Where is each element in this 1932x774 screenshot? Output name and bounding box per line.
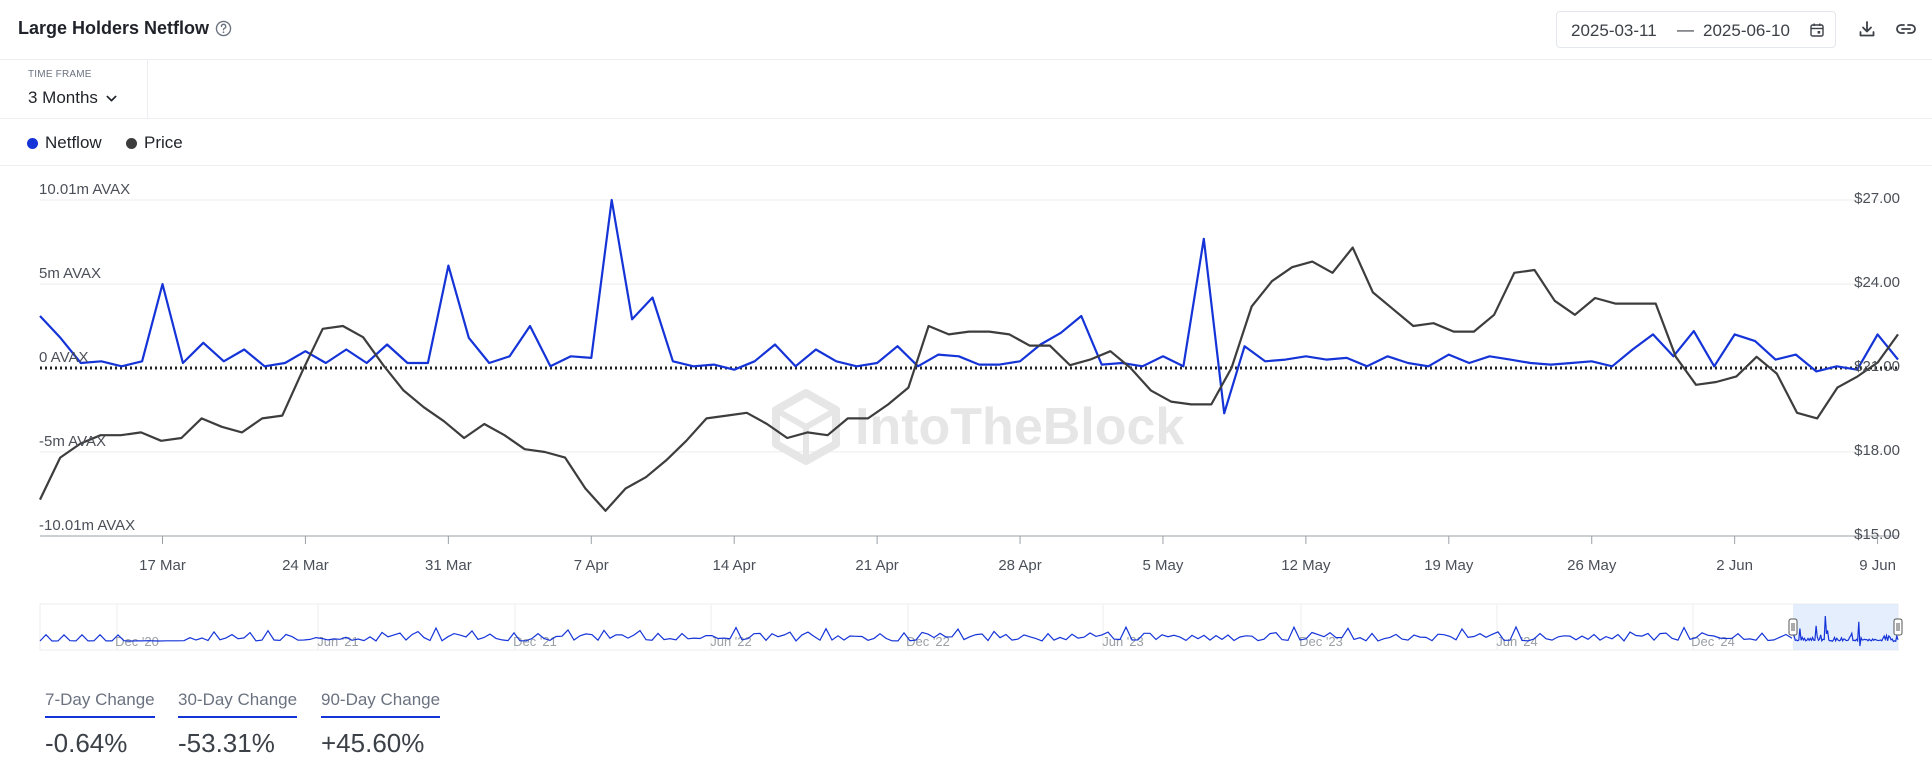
- x-tick-label: 21 Apr: [855, 557, 898, 574]
- navigator-tick-label: Jun '24: [1496, 634, 1538, 649]
- navigator-tick-label: Dec '24: [1691, 634, 1735, 649]
- navigator-tick-label: Dec '20: [115, 634, 159, 649]
- date-range-separator: —: [1677, 20, 1694, 39]
- legend-label-price: Price: [144, 133, 183, 152]
- y-right-tick-label: $21.00: [1854, 358, 1900, 375]
- date-range-end[interactable]: 2025-06-10: [1703, 21, 1790, 40]
- y-left-tick-label: -5m AVAX: [39, 433, 106, 450]
- navigator-tick-label: Dec '22: [906, 634, 950, 649]
- y-right-tick-label: $18.00: [1854, 442, 1900, 459]
- x-tick-label: 26 May: [1567, 557, 1617, 574]
- x-tick-label: 14 Apr: [713, 557, 756, 574]
- navigator-tick-label: Dec '21: [513, 634, 557, 649]
- stat-30-day[interactable]: 30-Day Change -53.31%: [178, 690, 298, 759]
- stat-90-day-value: +45.60%: [321, 728, 425, 758]
- y-right-tick-label: $24.00: [1854, 274, 1900, 291]
- stat-90-day-label[interactable]: 90-Day Change: [321, 690, 441, 718]
- y-left-tick-label: 10.01m AVAX: [39, 181, 130, 198]
- chart-header: Large Holders Netflow 2025-03-11 — 2025-…: [0, 0, 1932, 60]
- time-frame-panel: TIME FRAME 3 Months: [0, 60, 1932, 119]
- navigator-line: [39, 625, 1793, 642]
- stat-7-day-label[interactable]: 7-Day Change: [45, 690, 155, 718]
- navigator-handle-left[interactable]: [1788, 618, 1798, 636]
- y-left-tick-label: -10.01m AVAX: [39, 517, 135, 534]
- stat-7-day-value: -0.64%: [45, 728, 128, 758]
- help-icon[interactable]: [215, 20, 232, 37]
- series-line-netflow[interactable]: [39, 198, 1899, 415]
- netflow-price-chart[interactable]: IntoTheBlock 10.01m AVAX 5m AVAX 0 AVAX -5m…: [0, 170, 1932, 665]
- date-range-start[interactable]: 2025-03-11: [1571, 21, 1657, 40]
- legend-dot-price: [126, 137, 137, 149]
- chart-title: Large Holders Netflow: [18, 18, 210, 38]
- calendar-icon[interactable]: [1809, 22, 1825, 38]
- x-tick-label: 28 Apr: [998, 557, 1041, 574]
- y-right-tick-label: $15.00: [1854, 526, 1900, 543]
- navigator-tick-label: Jun '21: [317, 634, 359, 649]
- x-tick-label: 2 Jun: [1716, 557, 1753, 574]
- x-tick-label: 12 May: [1281, 557, 1331, 574]
- link-icon[interactable]: [1895, 19, 1917, 39]
- navigator-selected-line: [1792, 615, 1899, 647]
- legend-item-netflow[interactable]: Netflow: [27, 133, 102, 153]
- stat-30-day-label[interactable]: 30-Day Change: [178, 690, 298, 718]
- time-frame-selector[interactable]: TIME FRAME 3 Months: [0, 60, 148, 119]
- watermark: IntoTheBlock: [772, 389, 1184, 465]
- x-tick-label: 5 May: [1143, 557, 1184, 574]
- chart-legend: Netflow Price: [0, 120, 1932, 166]
- stat-90-day[interactable]: 90-Day Change +45.60%: [321, 690, 441, 759]
- navigator-selection[interactable]: [1793, 604, 1898, 650]
- navigator-handle-right[interactable]: [1893, 618, 1903, 636]
- watermark-text: IntoTheBlock: [855, 398, 1184, 456]
- watermark-logo: [772, 389, 840, 465]
- y-left-tick-label: 5m AVAX: [39, 265, 101, 282]
- time-frame-value[interactable]: 3 Months: [28, 88, 98, 107]
- stat-7-day[interactable]: 7-Day Change -0.64%: [45, 690, 155, 759]
- y-left-tick-label: 0 AVAX: [39, 349, 88, 366]
- time-frame-label: TIME FRAME: [28, 69, 92, 80]
- download-icon[interactable]: [1857, 19, 1877, 39]
- stat-30-day-value: -53.31%: [178, 728, 275, 758]
- y-right-tick-label: $27.00: [1854, 190, 1900, 207]
- x-tick-label: 17 Mar: [139, 557, 186, 574]
- x-tick-label: 19 May: [1424, 557, 1474, 574]
- x-tick-label: 9 Jun: [1859, 557, 1896, 574]
- legend-dot-netflow: [27, 137, 38, 149]
- navigator[interactable]: Dec '20 Jun '21 Dec '21 Jun '22 Dec '22 Jun '…: [39, 603, 1903, 651]
- legend-item-price[interactable]: Price: [126, 133, 183, 153]
- x-tick-label: 7 Apr: [574, 557, 609, 574]
- chevron-down-icon[interactable]: [105, 92, 118, 105]
- x-tick-label: 31 Mar: [425, 557, 472, 574]
- navigator-frame: [39, 603, 1899, 651]
- date-range-picker[interactable]: 2025-03-11 — 2025-06-10: [1556, 11, 1836, 48]
- series-line-price[interactable]: [39, 246, 1899, 512]
- navigator-tick-label: Jun '23: [1102, 634, 1144, 649]
- legend-label-netflow: Netflow: [45, 133, 102, 152]
- x-tick-label: 24 Mar: [282, 557, 329, 574]
- navigator-tick-label: Dec '23: [1299, 634, 1343, 649]
